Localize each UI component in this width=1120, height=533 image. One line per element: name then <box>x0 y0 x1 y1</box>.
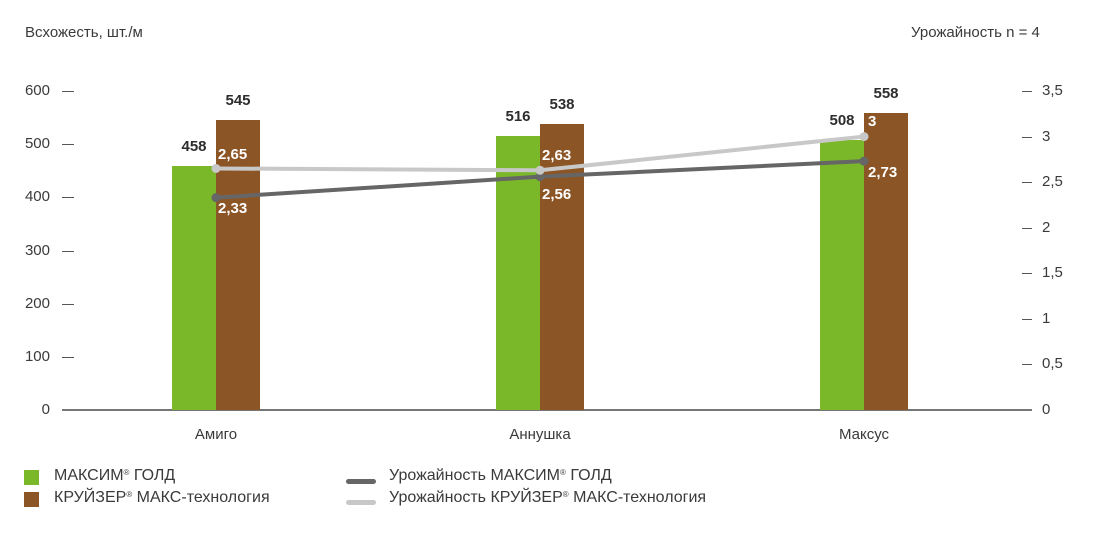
left-axis-tick-label: 200 <box>24 294 50 312</box>
bar-value-label: 516 <box>505 107 531 125</box>
bar-kruiser-maks <box>540 123 584 410</box>
left-axis-tick-label: 600 <box>24 82 50 99</box>
left-axis-tick <box>62 197 74 199</box>
right-axis-tick-label: 2,5 <box>1042 173 1063 191</box>
legend-label: КРУЙЗЕР <box>54 489 127 506</box>
right-axis-tick-label: 0,5 <box>1042 355 1063 373</box>
yield-label-kruiser-maks: 3 <box>868 113 877 130</box>
bar-value-label: 538 <box>549 95 575 113</box>
left-axis-tick <box>62 303 74 305</box>
right-axis-tick <box>1022 227 1032 229</box>
registered-mark: ® <box>559 468 566 477</box>
registered-mark: ® <box>562 490 569 499</box>
right-axis-tick-label: 0 <box>1042 401 1051 418</box>
legend-label: ГОЛД <box>565 467 612 484</box>
line-point <box>535 165 545 175</box>
legend-item-maksim-gold: МАКСИМ® ГОЛД <box>54 467 175 485</box>
right-axis-title: Урожайность n = 4 <box>911 24 1040 41</box>
right-axis-tick-label: 2 <box>1042 218 1051 236</box>
bar-value-label: 508 <box>829 111 855 129</box>
legend-line-yield-kruiser-maks <box>346 500 376 505</box>
legend-item-yield-maksim-gold: Урожайность МАКСИМ® ГОЛД <box>389 467 612 485</box>
legend-item-yield-kruiser-maks: Урожайность КРУЙЗЕР® МАКС-технология <box>389 489 706 507</box>
right-axis-tick-label: 3 <box>1042 127 1051 145</box>
legend-label: Урожайность КРУЙЗЕР <box>389 489 563 506</box>
yield-label-maksim-gold: 2,33 <box>218 200 248 217</box>
bar-value-label: 458 <box>181 138 207 156</box>
legend-item-kruiser-maks: КРУЙЗЕР® МАКС-технология <box>54 489 270 507</box>
bar-maksim-gold <box>820 139 864 410</box>
line-point <box>535 172 545 182</box>
x-axis-baseline <box>62 409 1032 411</box>
left-axis-tick-label: 300 <box>24 241 50 259</box>
left-axis-tick <box>62 91 74 92</box>
legend-label: МАКС-технология <box>132 489 270 506</box>
legend-label: МАКСИМ <box>54 467 124 484</box>
legend-swatch-maksim-gold <box>24 470 39 485</box>
yield-label-maksim-gold: 2,56 <box>542 186 572 203</box>
left-axis-tick <box>62 144 74 146</box>
line-point <box>859 132 869 142</box>
left-axis-tick-label: 0 <box>41 401 50 418</box>
right-axis-tick <box>1022 364 1032 366</box>
bar-maksim-gold <box>172 166 216 410</box>
registered-mark: ® <box>126 490 133 499</box>
left-axis-tick <box>62 250 74 252</box>
line-point <box>859 156 869 166</box>
bar-maksim-gold <box>496 135 540 410</box>
bar-value-label: 545 <box>225 92 251 110</box>
left-axis-tick <box>62 356 74 358</box>
bar-kruiser-maks <box>864 113 908 410</box>
right-axis-tick-label: 1,5 <box>1042 264 1063 282</box>
right-axis-tick-label: 1 <box>1042 309 1051 327</box>
right-axis-tick <box>1022 91 1032 92</box>
legend-label: Урожайность МАКСИМ <box>389 467 560 484</box>
yield-label-kruiser-maks: 2,63 <box>542 147 572 164</box>
right-axis-tick <box>1022 182 1032 184</box>
right-axis-tick <box>1022 273 1032 275</box>
bar-value-label: 558 <box>873 85 899 103</box>
yield-label-maksim-gold: 2,73 <box>868 164 898 181</box>
line-point <box>211 163 221 173</box>
left-axis-tick-label: 100 <box>24 347 50 365</box>
yield-label-kruiser-maks: 2,65 <box>218 146 248 163</box>
left-axis-tick-label: 500 <box>24 135 50 153</box>
right-axis-tick <box>1022 318 1032 320</box>
category-label: Амиго <box>194 426 238 443</box>
category-label: Аннушка <box>509 426 571 443</box>
legend-label: ГОЛД <box>129 467 176 484</box>
left-axis-tick-label: 400 <box>24 188 50 206</box>
legend-line-yield-maksim-gold <box>346 479 376 484</box>
right-axis-tick <box>1022 136 1032 138</box>
legend-label: МАКС-технология <box>568 489 707 506</box>
right-axis-tick-label: 3,5 <box>1042 82 1063 99</box>
legend-swatch-kruiser-maks <box>24 492 39 507</box>
registered-mark: ® <box>123 468 130 477</box>
category-label: Максус <box>838 426 890 443</box>
left-axis-title: Всхожесть, шт./м <box>25 24 143 41</box>
line-point <box>211 193 221 203</box>
